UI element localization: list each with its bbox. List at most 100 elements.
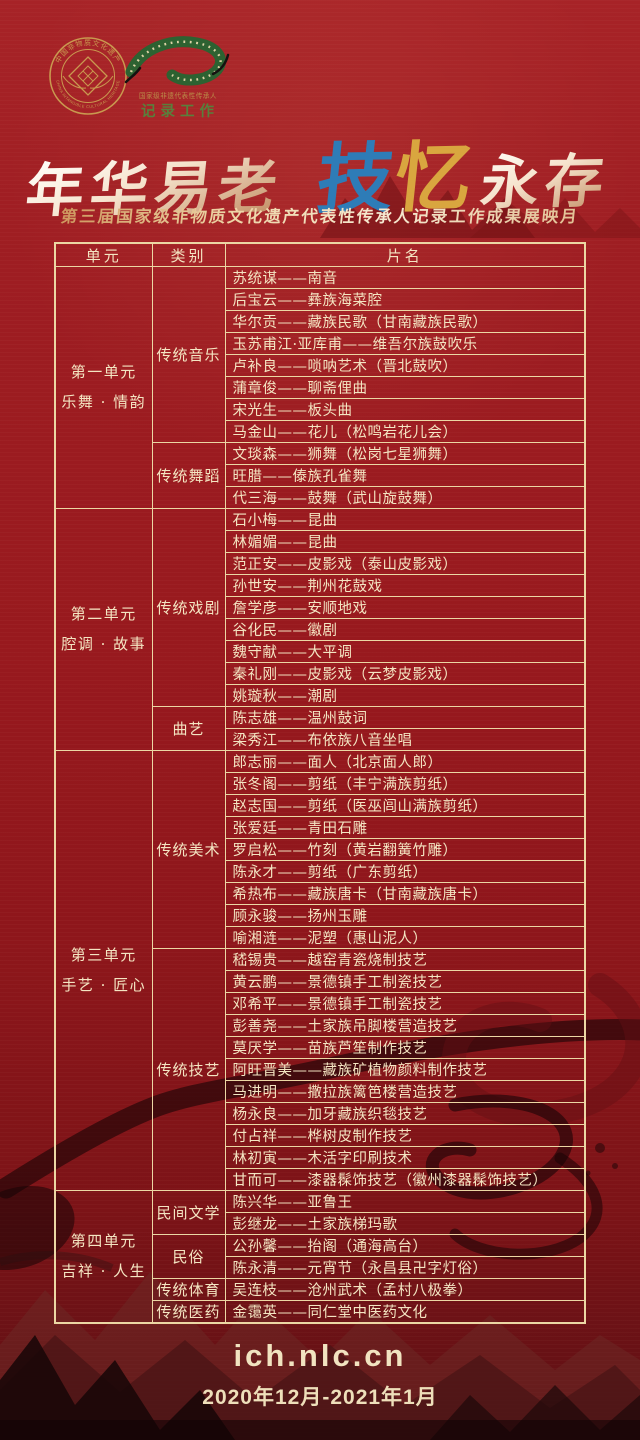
film-cell: 付占祥——桦树皮制作技艺 (224, 1124, 586, 1147)
category-cell: 传统戏剧 (151, 508, 226, 707)
film-cell: 黄云鹏——景德镇手工制瓷技艺 (224, 970, 586, 993)
table-row: 传统技艺 嵇锡贵——越窑青瓷烧制技艺 (55, 948, 586, 1191)
unit-theme: 腔调 · 故事 (61, 635, 147, 653)
unit-theme: 乐舞 · 情韵 (61, 393, 147, 411)
film-cell: 卢补良——唢呐艺术（晋北鼓吹） (224, 354, 586, 377)
film-cell: 谷化民——徽剧 (224, 618, 586, 641)
film-cell: 林媚媚——昆曲 (224, 530, 586, 553)
column-header-category: 类别 (151, 242, 226, 267)
category-cell: 传统美术 (151, 750, 226, 949)
film-cell: 陈志雄——温州鼓词 (224, 706, 586, 729)
table-row: 詹学彦——安顺地戏 (55, 596, 586, 619)
table-row: 第四单元 吉祥 · 人生 民间文学 陈兴华——亚鲁王 (54, 1190, 586, 1324)
unit-cell: 第三单元手艺 · 匠心 (54, 750, 153, 1191)
film-cell: 陈永清——元宵节（永昌县卍字灯俗） (224, 1256, 586, 1279)
table-row: 黄云鹏——景德镇手工制瓷技艺 (55, 970, 586, 993)
table-row: 卢补良——唢呐艺术（晋北鼓吹） (55, 354, 586, 377)
film-cell: 秦礼刚——皮影戏（云梦皮影戏） (224, 662, 586, 685)
category-cell: 曲艺 (151, 706, 226, 751)
unit-cell: 第二单元 腔调 · 故事 (54, 508, 153, 751)
record-logo-line1: 国家级非遗代表性传承人 (139, 91, 217, 100)
film-cell: 希热布——藏族唐卡（甘南藏族唐卡） (224, 882, 586, 905)
film-cell: 彭善尧——土家族吊脚楼营造技艺 (224, 1014, 586, 1037)
film-cell: 甘而可——漆器髹饰技艺（徽州漆器髹饰技艺） (224, 1168, 586, 1191)
category-cell: 民间文学 (151, 1190, 226, 1235)
table-row: 孙世安——荆州花鼓戏 (55, 574, 586, 597)
table-row: 第三单元 手艺 · 匠心 传统美术 郎志丽——面人（北京面人郎） (54, 750, 586, 1191)
film-flourish-left (124, 66, 142, 84)
table-row: 杨永良——加牙藏族织毯技艺 (55, 1102, 586, 1125)
film-cell: 蒲章俊——聊斋俚曲 (224, 376, 586, 399)
emblem-top-text: 中国非物质文化遗产 (53, 38, 121, 65)
film-cell: 喻湘涟——泥塑（惠山泥人） (224, 926, 586, 949)
unit-theme: 吉祥 · 人生 (61, 1262, 147, 1280)
website-url: ich.nlc.cn (233, 1338, 407, 1373)
table-row: 希热布——藏族唐卡（甘南藏族唐卡） (55, 882, 586, 905)
film-cell: 嵇锡贵——越窑青瓷烧制技艺 (224, 948, 586, 971)
film-cell: 罗启松——竹刻（黄岩翻簧竹雕） (224, 838, 586, 861)
film-cell: 林初寅——木活字印刷技术 (224, 1146, 586, 1169)
table-row: 陈永清——元宵节（永昌县卍字灯俗） (55, 1256, 586, 1279)
film-cell: 邓希平——景德镇手工制瓷技艺 (224, 992, 586, 1015)
unit-cell: 第一单元乐舞 · 情韵 (54, 266, 153, 509)
film-cell: 华尔贡——藏族民歌（甘南藏族民歌） (224, 310, 586, 333)
table-row: 第二单元 腔调 · 故事 传统戏剧 石小梅——昆曲 (54, 508, 586, 751)
film-cell: 陈兴华——亚鲁王 (224, 1190, 586, 1213)
film-cell: 石小梅——昆曲 (224, 508, 586, 531)
column-header-film: 片名 (224, 242, 586, 267)
film-cell: 孙世安——荆州花鼓戏 (224, 574, 586, 597)
film-cell: 旺腊——傣族孔雀舞 (224, 464, 586, 487)
film-flourish-right (211, 53, 230, 76)
unit-cell: 第四单元吉祥 · 人生 (54, 1190, 153, 1324)
film-cell: 后宝云——彝族海菜腔 (224, 288, 586, 311)
film-cell: 苏统谋——南音 (224, 266, 586, 289)
film-cell: 顾永骏——扬州玉雕 (224, 904, 586, 927)
category-cell: 民俗 (151, 1234, 226, 1279)
table-row: 代三海——鼓舞（武山旋鼓舞） (55, 486, 586, 509)
table-header-row: 单元 类别 片名 (54, 242, 586, 267)
category-cell: 传统技艺 (151, 948, 226, 1191)
unit-name: 第三单元 (70, 946, 137, 964)
film-cell: 陈永才——剪纸（广东剪纸） (224, 860, 586, 883)
category-cell: 传统音乐 (151, 266, 226, 443)
table-row: 玉苏甫江·亚库甫——维吾尔族鼓吹乐 (55, 332, 586, 355)
table-row: 林初寅——木活字印刷技术 (55, 1146, 586, 1169)
unit-name: 第一单元 (70, 363, 137, 381)
film-cell: 吴连枝——沧州武术（孟村八极拳） (224, 1278, 586, 1301)
film-cell: 莫厌学——苗族芦笙制作技艺 (224, 1036, 586, 1059)
film-cell: 金霭英——同仁堂中医药文化 (224, 1300, 586, 1324)
film-cell: 张冬阁——剪纸（丰宁满族剪纸） (224, 772, 586, 795)
date-range: 2020年12月-2021年1月 (202, 1386, 438, 1409)
film-cell: 梁秀江——布依族八音坐唱 (224, 728, 586, 751)
record-logo-line2: 记录工作 (141, 102, 219, 120)
program-table: 单元 类别 片名 第一单元乐舞 · 情韵 传统音乐 苏统谋——南音 后宝云——彝族海菜… (54, 242, 586, 1324)
category-cell: 传统舞蹈 (151, 442, 226, 509)
heritage-emblem-icon: 中国非物质文化遗产 CHINA INTANGIBLE CULTURAL HERI… (49, 37, 127, 115)
svg-text:中国非物质文化遗产: 中国非物质文化遗产 (53, 38, 122, 65)
table-row: 宋光生——板头曲 (55, 398, 586, 421)
film-cell: 文琰森——狮舞（松岗七星狮舞） (224, 442, 586, 465)
film-cell: 张爱廷——青田石雕 (224, 816, 586, 839)
film-cell: 马金山——花儿（松鸣岩花儿会） (224, 420, 586, 443)
poster-title: 年华易老 技 忆 永存 (0, 112, 640, 225)
table-row: 莫厌学——苗族芦笙制作技艺 (55, 1036, 586, 1059)
film-cell: 姚璇秋——潮剧 (224, 684, 586, 707)
table-row: 林媚媚——昆曲 (55, 530, 586, 553)
table-row: 甘而可——漆器髹饰技艺（徽州漆器髹饰技艺） (55, 1168, 586, 1191)
table-row: 第一单元乐舞 · 情韵 传统音乐 苏统谋——南音 (54, 266, 586, 509)
unit-theme: 手艺 · 匠心 (61, 976, 147, 994)
unit-name: 第四单元 (70, 1232, 137, 1250)
table-row: 梁秀江——布依族八音坐唱 (55, 728, 586, 751)
column-header-unit: 单元 (54, 242, 153, 267)
film-cell: 宋光生——板头曲 (224, 398, 586, 421)
film-cell: 阿旺晋美——藏族矿植物颜料制作技艺 (224, 1058, 586, 1081)
film-cell: 郎志丽——面人（北京面人郎） (224, 750, 586, 773)
table-row: 传统医药 金霭英——同仁堂中医药文化 (55, 1300, 586, 1324)
film-cell: 杨永良——加牙藏族织毯技艺 (224, 1102, 586, 1125)
title-mountains (320, 176, 535, 238)
table-row: 罗启松——竹刻（黄岩翻簧竹雕） (55, 838, 586, 861)
film-cell: 彭继龙——土家族梯玛歌 (224, 1212, 586, 1235)
poster-subtitle: 第三届国家级非物质文化遗产代表性传承人记录工作成果展映月 (0, 203, 640, 227)
category-cell: 传统体育 (151, 1278, 226, 1301)
